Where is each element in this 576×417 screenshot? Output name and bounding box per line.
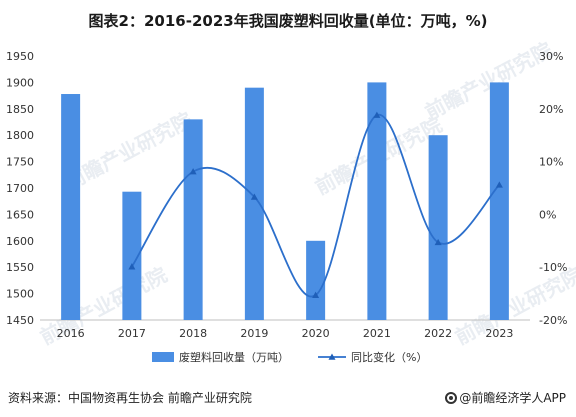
right-tick-label: 20% [539,103,563,116]
right-axis-ticks: -20% -10% 0% 10% 20% 30% [539,50,567,327]
bar-2018 [183,119,203,320]
legend-line-label: 同比变化（%） [351,350,427,364]
line-point-2023 [495,181,503,188]
left-tick-label: 1650 [6,208,34,221]
legend-bar-swatch [152,352,174,362]
bar-2017 [122,191,142,320]
x-tick-label: 2021 [363,327,391,340]
left-tick-label: 1800 [6,129,34,142]
left-axis-ticks: 1450 1500 1550 1600 1650 1700 1750 1800 1850 1900… [6,50,34,327]
bar-2022 [428,135,448,320]
line-point-2019 [250,193,258,200]
bar-2020 [306,240,326,320]
left-tick-label: 1900 [6,76,34,89]
line-markers [128,111,503,298]
x-tick-label: 2022 [424,327,452,340]
left-tick-label: 1850 [6,103,34,116]
left-tick-label: 1750 [6,156,34,169]
right-tick-label: 10% [539,156,563,169]
left-tick-label: 1500 [6,288,34,301]
x-axis-ticks: 2016 2017 2018 2019 2020 2021 2022 2023 [57,327,514,340]
line-point-2022 [434,238,442,246]
bar-2019 [244,87,264,321]
x-tick-label: 2016 [57,327,85,340]
right-tick-label: -20% [539,314,567,327]
chart-title: 图表2：2016-2023年我国废塑料回收量(单位：万吨，%) [88,12,488,30]
source-note: 资料来源：中国物资再生协会 前瞻产业研究院 [8,391,252,405]
brand-credit: @前瞻经济学人APP [445,389,566,406]
x-tick-label: 2023 [485,327,513,340]
bar-series [61,82,509,321]
line-point-2020 [312,291,320,298]
left-tick-label: 1600 [6,235,34,248]
legend-bar-label: 废塑料回收量（万吨） [179,350,289,364]
bar-2016 [61,94,81,321]
x-tick-label: 2017 [118,327,146,340]
line-point-2018 [189,168,197,175]
brand-text: @前瞻经济学人APP [459,391,566,405]
brand-logo-icon [445,392,458,404]
legend: 废塑料回收量（万吨） 同比变化（%） [152,350,427,364]
watermark-text: 前瞻产业研究院 [421,37,556,124]
line-point-2021 [373,111,381,118]
bar-2021 [367,82,387,321]
line-point-2017 [128,263,136,270]
left-tick-label: 1700 [6,182,34,195]
left-tick-label: 1450 [6,314,34,327]
x-tick-label: 2019 [240,327,268,340]
right-tick-label: 30% [539,50,563,63]
left-tick-label: 1950 [6,50,34,63]
watermark-text: 前瞻产业研究院 [61,107,196,194]
bar-2023 [489,82,509,321]
right-tick-label: -10% [539,261,567,274]
watermark-text: 前瞻产业研究院 [451,262,576,349]
legend-line-marker [328,353,336,360]
x-tick-label: 2018 [179,327,207,340]
left-tick-label: 1550 [6,261,34,274]
right-tick-label: 0% [539,208,556,221]
x-tick-label: 2020 [302,327,330,340]
